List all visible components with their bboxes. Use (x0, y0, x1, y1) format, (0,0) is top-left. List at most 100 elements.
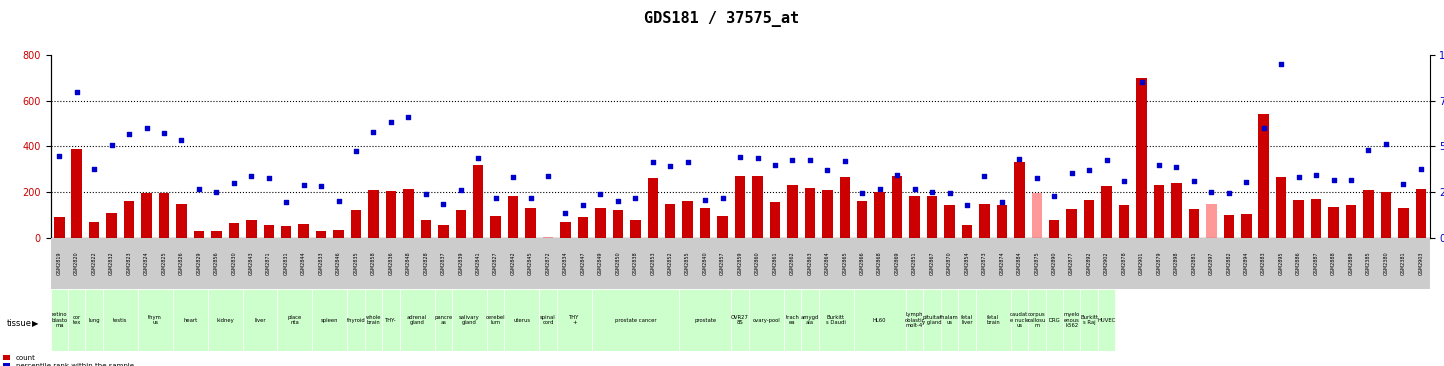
Text: GSM2854: GSM2854 (965, 252, 969, 275)
Text: Burkitt
s Daudi: Burkitt s Daudi (826, 315, 846, 325)
Point (1025, 176, 1048, 182)
FancyBboxPatch shape (905, 238, 923, 289)
FancyBboxPatch shape (575, 238, 592, 289)
Bar (959, 55, 976, 238)
Point (466, 155, 490, 161)
Bar (312, 55, 348, 238)
FancyBboxPatch shape (819, 238, 836, 289)
FancyBboxPatch shape (696, 238, 713, 289)
Point (134, 125, 157, 131)
FancyBboxPatch shape (348, 238, 365, 289)
Text: GSM2825: GSM2825 (162, 252, 166, 275)
Point (920, 189, 943, 195)
FancyBboxPatch shape (853, 289, 905, 351)
Text: GSM2873: GSM2873 (982, 252, 986, 275)
Point (851, 190, 874, 196)
Point (710, 195, 734, 201)
Text: GSM2881: GSM2881 (1191, 252, 1197, 275)
Text: HL60: HL60 (874, 318, 887, 323)
Bar (910, 195, 920, 238)
FancyBboxPatch shape (208, 289, 243, 351)
Text: GSM2846: GSM2846 (336, 252, 341, 275)
Point (309, 183, 332, 189)
Text: GSM2855: GSM2855 (686, 252, 690, 275)
Text: GSM2840: GSM2840 (703, 252, 708, 275)
FancyBboxPatch shape (539, 289, 557, 351)
Point (432, 201, 455, 206)
Point (1060, 170, 1083, 176)
Text: prostate: prostate (695, 318, 716, 323)
Text: Lymph
oblastic
molt-4: Lymph oblastic molt-4 (904, 312, 924, 328)
Point (222, 180, 245, 186)
Point (693, 197, 716, 203)
Text: GSM2856: GSM2856 (214, 252, 219, 275)
Bar (243, 55, 277, 238)
FancyBboxPatch shape (959, 238, 976, 289)
FancyBboxPatch shape (120, 238, 137, 289)
Bar (1119, 205, 1129, 238)
Point (1043, 193, 1066, 198)
Bar (731, 55, 749, 238)
Point (973, 173, 996, 179)
FancyBboxPatch shape (1028, 289, 1045, 351)
Bar (348, 55, 365, 238)
Text: GSM2833: GSM2833 (319, 252, 323, 275)
FancyBboxPatch shape (348, 289, 365, 351)
Text: GSM2848: GSM2848 (406, 252, 412, 275)
Text: GSM2852: GSM2852 (667, 252, 673, 275)
Text: GSM2901: GSM2901 (1139, 252, 1144, 275)
Bar (700, 208, 710, 238)
Point (397, 114, 420, 120)
FancyBboxPatch shape (592, 238, 609, 289)
Bar (53, 217, 65, 238)
Bar (892, 176, 902, 238)
FancyBboxPatch shape (731, 289, 749, 351)
Text: GSM2875: GSM2875 (1034, 252, 1040, 275)
Bar (368, 190, 378, 238)
FancyBboxPatch shape (469, 238, 487, 289)
Text: kidney: kidney (217, 318, 234, 323)
Bar (941, 55, 959, 238)
Text: pituitar
y gland: pituitar y gland (923, 315, 941, 325)
Bar (1028, 55, 1045, 238)
Bar (1048, 220, 1060, 238)
Bar (124, 201, 134, 238)
FancyBboxPatch shape (417, 238, 435, 289)
Point (991, 199, 1014, 205)
FancyBboxPatch shape (225, 238, 243, 289)
Point (1235, 179, 1258, 185)
Text: fetal
brain: fetal brain (986, 315, 1001, 325)
Bar (927, 195, 937, 238)
FancyBboxPatch shape (103, 238, 120, 289)
Text: GSM2850: GSM2850 (615, 252, 621, 275)
FancyBboxPatch shape (1186, 238, 1203, 289)
FancyBboxPatch shape (749, 238, 767, 289)
FancyBboxPatch shape (191, 238, 208, 289)
Bar (1363, 190, 1373, 238)
Bar (718, 216, 728, 238)
Bar (944, 205, 954, 238)
Point (589, 191, 612, 197)
Text: GSM2851: GSM2851 (913, 252, 917, 275)
Bar (107, 213, 117, 238)
FancyBboxPatch shape (871, 238, 888, 289)
Bar (853, 55, 905, 238)
FancyBboxPatch shape (557, 289, 592, 351)
FancyBboxPatch shape (1011, 238, 1028, 289)
FancyBboxPatch shape (853, 238, 871, 289)
Bar (299, 224, 309, 238)
Text: HUVEC: HUVEC (1097, 318, 1116, 323)
Bar (962, 225, 972, 238)
Bar (1259, 114, 1269, 238)
Point (676, 160, 699, 165)
FancyBboxPatch shape (383, 238, 400, 289)
Point (1077, 168, 1100, 173)
Text: GSM2847: GSM2847 (580, 252, 585, 275)
Bar (905, 55, 923, 238)
FancyBboxPatch shape (1272, 238, 1289, 289)
Point (658, 163, 682, 169)
Text: testis: testis (113, 318, 127, 323)
Point (380, 119, 403, 125)
Text: GSM2863: GSM2863 (807, 252, 813, 275)
Point (606, 198, 630, 204)
